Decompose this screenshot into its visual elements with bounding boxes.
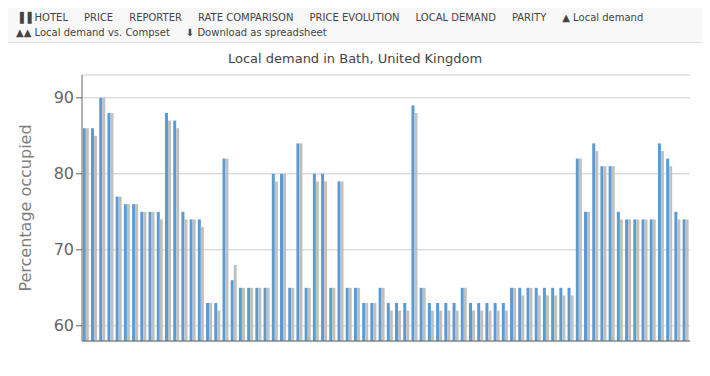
html-text:PRICE: PRICE <box>84 12 114 23</box>
html-text:Local demand in Bath, United K: Local demand in Bath, United Kingdom <box>227 51 483 66</box>
svg-text:80: 80 <box>54 164 74 183</box>
html-text:▲ Local demand: ▲ Local demand <box>562 12 644 23</box>
svg-text:Percentage occupied: Percentage occupied <box>16 124 35 291</box>
html-text:⬇ Download as spreadsheet: ⬇ Download as spreadsheet <box>185 27 327 38</box>
html-text:▲▲ Local demand vs. Compset: ▲▲ Local demand vs. Compset <box>16 27 170 38</box>
svg-text:90: 90 <box>54 88 74 107</box>
html-text:LOCAL DEMAND: LOCAL DEMAND <box>415 12 496 23</box>
html-text:PARITY: PARITY <box>511 12 547 23</box>
html-text:REPORTER: REPORTER <box>129 12 182 23</box>
svg-text:70: 70 <box>54 240 74 259</box>
html-text:PRICE EVOLUTION: PRICE EVOLUTION <box>309 12 400 23</box>
html-text:RATE COMPARISON: RATE COMPARISON <box>198 12 294 23</box>
svg-text:60: 60 <box>54 316 74 335</box>
html-text:▐▐ HOTEL: ▐▐ HOTEL <box>16 12 68 23</box>
